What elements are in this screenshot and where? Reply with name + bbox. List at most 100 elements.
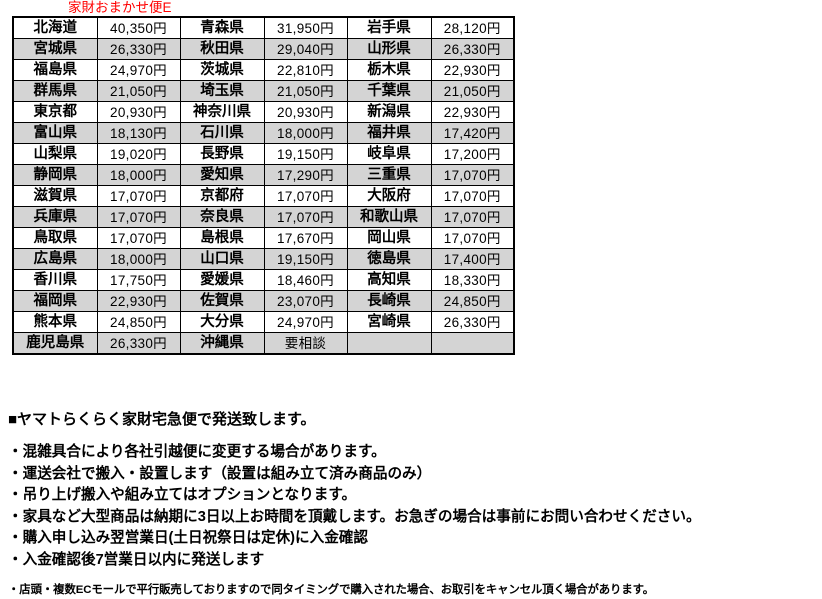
prefecture-cell: 埼玉県: [179, 80, 265, 102]
price-cell: 21,050円: [430, 80, 515, 102]
price-cell: 26,330円: [430, 311, 515, 333]
prefecture-cell: 兵庫県: [12, 206, 98, 228]
table-row: 広島県 18,000円 山口県 19,150円 徳島県 17,400円: [12, 248, 515, 270]
price-cell: 19,150円: [263, 248, 348, 270]
prefecture-cell: 群馬県: [12, 80, 98, 102]
price-cell: 28,120円: [430, 16, 515, 39]
prefecture-cell: 大分県: [179, 311, 265, 333]
prefecture-cell: 宮城県: [12, 38, 98, 60]
table-row: 群馬県 21,050円 埼玉県 21,050円 千葉県 21,050円: [12, 80, 515, 102]
table-row: 福島県 24,970円 茨城県 22,810円 栃木県 22,930円: [12, 59, 515, 81]
prefecture-cell: 宮崎県: [346, 311, 432, 333]
prefecture-cell: 徳島県: [346, 248, 432, 270]
price-cell: 17,290円: [263, 164, 348, 186]
price-cell: 17,750円: [96, 269, 181, 291]
note-line: ・吊り上げ搬入や組み立てはオプションとなります。: [8, 487, 357, 503]
price-cell: 22,930円: [96, 290, 181, 312]
prefecture-cell: 長崎県: [346, 290, 432, 312]
shipping-price-table: 北海道 40,350円 青森県 31,950円 岩手県 28,120円 宮城県 26,330円…: [12, 16, 515, 355]
price-cell: 17,400円: [430, 248, 515, 270]
table-row: 香川県 17,750円 愛媛県 18,460円 高知県 18,330円: [12, 269, 515, 291]
price-cell: 18,130円: [96, 122, 181, 144]
price-cell: 40,350円: [96, 16, 181, 39]
price-cell: 21,050円: [96, 80, 181, 102]
prefecture-cell: 茨城県: [179, 59, 265, 81]
table-row: 兵庫県 17,070円 奈良県 17,070円 和歌山県 17,070円: [12, 206, 515, 228]
price-cell: 26,330円: [96, 332, 181, 355]
price-cell: 17,070円: [430, 164, 515, 186]
prefecture-cell: 栃木県: [346, 59, 432, 81]
prefecture-cell: 山形県: [346, 38, 432, 60]
price-cell: 20,930円: [263, 101, 348, 123]
prefecture-cell: 岡山県: [346, 227, 432, 249]
table-row: 宮城県 26,330円 秋田県 29,040円 山形県 26,330円: [12, 38, 515, 60]
table-row: 東京都 20,930円 神奈川県 20,930円 新潟県 22,930円: [12, 101, 515, 123]
price-cell: 19,020円: [96, 143, 181, 165]
price-cell: 24,850円: [430, 290, 515, 312]
prefecture-cell: 富山県: [12, 122, 98, 144]
price-cell: 18,330円: [430, 269, 515, 291]
prefecture-cell: 新潟県: [346, 101, 432, 123]
prefecture-cell: 京都府: [179, 185, 265, 207]
note-line: ・入金確認後7営業日以内に発送します: [8, 551, 265, 568]
prefecture-cell: 静岡県: [12, 164, 98, 186]
prefecture-cell: 長野県: [179, 143, 265, 165]
price-cell: 17,070円: [430, 227, 515, 249]
prefecture-cell: 青森県: [179, 16, 265, 39]
prefecture-cell: 三重県: [346, 164, 432, 186]
table-row: 富山県 18,130円 石川県 18,000円 福井県 17,420円: [12, 122, 515, 144]
note-line: ・購入申し込み翌営業日(土日祝祭日は定休)に入金確認: [8, 530, 368, 546]
prefecture-cell: 鳥取県: [12, 227, 98, 249]
prefecture-cell: 岐阜県: [346, 143, 432, 165]
prefecture-cell: [346, 332, 432, 355]
table-row: 福岡県 22,930円 佐賀県 23,070円 長崎県 24,850円: [12, 290, 515, 312]
price-cell: 17,070円: [263, 185, 348, 207]
prefecture-cell: 佐賀県: [179, 290, 265, 312]
notes-fine-print: ・店頭・複数ECモールで平行販売しておりますので同タイミングで購入された場合、お…: [8, 584, 655, 596]
price-cell: 23,070円: [263, 290, 348, 312]
prefecture-cell: 愛知県: [179, 164, 265, 186]
prefecture-cell: 和歌山県: [346, 206, 432, 228]
price-cell: 17,070円: [96, 206, 181, 228]
prefecture-cell: 福島県: [12, 59, 98, 81]
prefecture-cell: 沖縄県: [179, 332, 265, 355]
prefecture-cell: 岩手県: [346, 16, 432, 39]
price-cell: 18,000円: [96, 164, 181, 186]
price-cell: 17,670円: [263, 227, 348, 249]
price-cell: 26,330円: [96, 38, 181, 60]
prefecture-cell: 奈良県: [179, 206, 265, 228]
prefecture-cell: 山口県: [179, 248, 265, 270]
notes-heading: ■ヤマトらくらく家財宅急便で発送致します。: [8, 411, 316, 428]
price-cell: 22,930円: [430, 59, 515, 81]
price-cell: 17,200円: [430, 143, 515, 165]
price-cell: 18,460円: [263, 269, 348, 291]
prefecture-cell: 大阪府: [346, 185, 432, 207]
table-row: 鳥取県 17,070円 島根県 17,670円 岡山県 17,070円: [12, 227, 515, 249]
note-line: ・運送会社で搬入・設置します（設置は組み立て済み商品のみ）: [8, 465, 432, 482]
table-row: 熊本県 24,850円 大分県 24,970円 宮崎県 26,330円: [12, 311, 515, 333]
prefecture-cell: 福井県: [346, 122, 432, 144]
prefecture-cell: 石川県: [179, 122, 265, 144]
price-cell: 18,000円: [96, 248, 181, 270]
price-cell: 24,970円: [96, 59, 181, 81]
price-cell: 17,420円: [430, 122, 515, 144]
note-line: ・家具など大型商品は納期に3日以上お時間を頂戴します。お急ぎの場合は事前にお問い…: [8, 508, 701, 525]
price-table: 北海道 40,350円 青森県 31,950円 岩手県 28,120円 宮城県 26,330円…: [12, 16, 515, 355]
shipping-notes: ■ヤマトらくらく家財宅急便で発送致します。 ・混雑具合により各社引越便に変更する…: [8, 409, 818, 599]
price-cell: 17,070円: [263, 206, 348, 228]
price-cell: 20,930円: [96, 101, 181, 123]
table-row: 山梨県 19,020円 長野県 19,150円 岐阜県 17,200円: [12, 143, 515, 165]
page-title: 家財おまかせ便E: [68, 0, 172, 15]
prefecture-cell: 高知県: [346, 269, 432, 291]
prefecture-cell: 滋賀県: [12, 185, 98, 207]
note-line: ・混雑具合により各社引越便に変更する場合があります。: [8, 444, 386, 460]
price-cell: 22,930円: [430, 101, 515, 123]
price-cell: 19,150円: [263, 143, 348, 165]
price-cell: 要相談: [263, 332, 348, 355]
price-cell: 18,000円: [263, 122, 348, 144]
prefecture-cell: 愛媛県: [179, 269, 265, 291]
table-row: 北海道 40,350円 青森県 31,950円 岩手県 28,120円: [12, 16, 515, 39]
prefecture-cell: 北海道: [12, 16, 98, 39]
price-cell: 17,070円: [96, 185, 181, 207]
price-cell: 24,970円: [263, 311, 348, 333]
